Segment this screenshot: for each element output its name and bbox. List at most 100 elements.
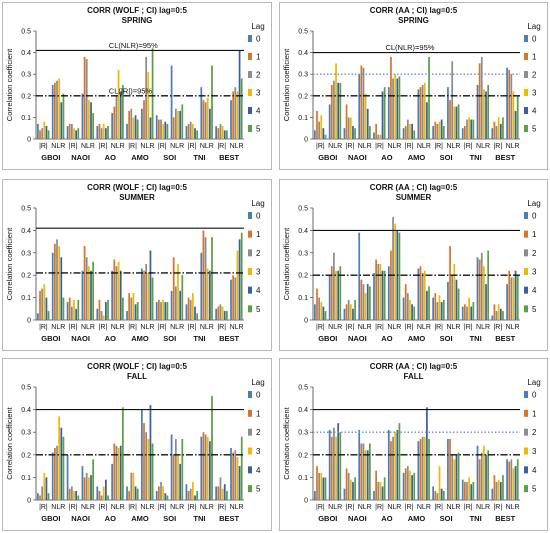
chart-title: CORR (WOLF ; CI) lag=0:5 bbox=[87, 183, 187, 192]
bar-lag-3-cat-13 bbox=[512, 277, 515, 320]
group-label: NAOI bbox=[71, 334, 90, 343]
bar-lag-5-cat-2 bbox=[354, 477, 356, 500]
x-tick-label: NLR bbox=[111, 324, 125, 331]
legend-swatch bbox=[248, 249, 252, 257]
bar-lag-5-cat-11 bbox=[211, 396, 213, 500]
bar-lag-4-cat-8 bbox=[440, 119, 443, 139]
bar-lag-2-cat-11 bbox=[204, 434, 207, 500]
bar-lag-0-cat-0 bbox=[314, 490, 316, 500]
bar-lag-4-cat-0 bbox=[322, 306, 325, 320]
x-tick-label: |R| bbox=[346, 143, 355, 150]
bar-lag-1-cat-3 bbox=[360, 443, 363, 500]
bar-lag-3-cat-5 bbox=[117, 261, 120, 320]
bar-lag-2-cat-0 bbox=[318, 121, 320, 139]
bar-lag-1-cat-6 bbox=[128, 293, 131, 320]
bar-lag-5-cat-0 bbox=[324, 134, 327, 139]
bar-lag-2-cat-13 bbox=[510, 74, 513, 139]
bar-lag-5-cat-1 bbox=[62, 93, 65, 139]
y-tick-label: 0.4 bbox=[21, 407, 31, 414]
legend-label: 5 bbox=[532, 125, 537, 134]
bar-lag-1-cat-0 bbox=[316, 288, 318, 320]
bar-lag-2-cat-12 bbox=[219, 123, 222, 139]
x-tick-label: |R| bbox=[493, 143, 502, 150]
legend-swatch bbox=[524, 391, 528, 398]
legend-label: 4 bbox=[256, 107, 261, 116]
bar-lag-5-cat-2 bbox=[77, 299, 80, 320]
bar-lag-0-cat-0 bbox=[314, 304, 316, 320]
bar-lag-0-cat-3 bbox=[81, 93, 84, 139]
bar-lag-1-cat-6 bbox=[128, 490, 131, 500]
bar-lag-3-cat-7 bbox=[147, 272, 150, 320]
bar-lag-4-cat-9 bbox=[455, 279, 458, 320]
bar-lag-5-cat-7 bbox=[151, 443, 154, 500]
group-label: BEST bbox=[495, 334, 515, 343]
bar-lag-5-cat-13 bbox=[516, 459, 519, 500]
bar-lag-1-cat-7 bbox=[143, 100, 145, 139]
bar-lag-0-cat-8 bbox=[155, 490, 158, 500]
bar-lag-3-cat-13 bbox=[236, 457, 239, 500]
legend-label: 1 bbox=[532, 230, 537, 239]
bar-lag-4-cat-6 bbox=[411, 123, 413, 139]
legend-swatch bbox=[248, 71, 252, 78]
group-label: AMO bbox=[408, 514, 426, 523]
bar-lag-3-cat-7 bbox=[147, 72, 150, 139]
bar-lag-2-cat-12 bbox=[219, 304, 222, 320]
bar-lag-1-cat-8 bbox=[158, 486, 160, 500]
y-tick-label: 0.3 bbox=[21, 72, 31, 79]
bar-lag-4-cat-10 bbox=[194, 306, 196, 320]
bar-lag-0-cat-0 bbox=[37, 313, 39, 320]
bar-lag-0-cat-5 bbox=[387, 429, 390, 500]
x-tick-label: NLR bbox=[81, 504, 95, 511]
bar-lag-5-cat-1 bbox=[62, 436, 65, 500]
bar-lag-0-cat-11 bbox=[476, 257, 479, 320]
group-label: GBOI bbox=[41, 334, 60, 343]
bar-lag-0-cat-7 bbox=[141, 268, 143, 320]
bar-lag-0-cat-10 bbox=[185, 484, 188, 500]
bar-lag-0-cat-9 bbox=[170, 65, 173, 139]
bar-lag-5-cat-9 bbox=[181, 104, 184, 139]
legend-label: 4 bbox=[532, 466, 537, 475]
bar-lag-3-cat-9 bbox=[177, 454, 179, 500]
y-tick-label: 0.5 bbox=[21, 385, 31, 392]
y-tick-label: 0 bbox=[304, 137, 308, 144]
bar-lag-0-cat-12 bbox=[491, 488, 494, 500]
bar-lag-4-cat-12 bbox=[499, 481, 502, 500]
bar-lag-0-cat-2 bbox=[343, 488, 346, 500]
bar-lag-4-cat-10 bbox=[194, 495, 196, 500]
bar-lag-1-cat-13 bbox=[232, 275, 235, 320]
bar-lag-5-cat-9 bbox=[457, 452, 460, 500]
x-tick-label: NLR bbox=[51, 324, 65, 331]
bar-lag-2-cat-8 bbox=[436, 302, 439, 320]
bar-lag-2-cat-7 bbox=[421, 85, 424, 139]
x-tick-label: NLR bbox=[81, 324, 95, 331]
bar-lag-0-cat-5 bbox=[387, 266, 390, 320]
bar-lag-0-cat-10 bbox=[461, 306, 464, 320]
bar-lag-0-cat-5 bbox=[111, 113, 114, 139]
bar-lag-4-cat-4 bbox=[105, 128, 107, 139]
bar-lag-3-cat-9 bbox=[453, 264, 456, 320]
legend-label: 3 bbox=[532, 89, 537, 98]
bar-lag-1-cat-2 bbox=[345, 304, 348, 320]
chart-subtitle: FALL bbox=[404, 372, 424, 381]
bar-lag-2-cat-13 bbox=[510, 277, 513, 320]
x-tick-label: |R| bbox=[158, 143, 167, 150]
legend-swatch bbox=[248, 286, 252, 294]
x-tick-label: NLR bbox=[387, 324, 401, 331]
y-tick-label: 0.5 bbox=[21, 206, 31, 213]
x-tick-label: NLR bbox=[328, 143, 342, 150]
bar-lag-2-cat-4 bbox=[100, 495, 103, 500]
bar-lag-2-cat-2 bbox=[71, 306, 73, 320]
x-tick-label: NLR bbox=[446, 143, 460, 150]
x-tick-label: NLR bbox=[81, 143, 95, 150]
legend-label: 0 bbox=[256, 391, 261, 400]
bar-lag-4-cat-10 bbox=[470, 306, 473, 320]
bar-lag-1-cat-6 bbox=[128, 110, 131, 139]
legend-swatch bbox=[524, 447, 528, 455]
legend-swatch bbox=[248, 428, 252, 436]
bar-lag-3-cat-4 bbox=[379, 134, 382, 139]
bar-lag-0-cat-6 bbox=[402, 128, 405, 139]
y-tick-label: 0 bbox=[27, 498, 31, 505]
bar-lag-3-cat-1 bbox=[335, 270, 337, 320]
bar-lag-2-cat-9 bbox=[175, 286, 177, 320]
bar-lag-1-cat-6 bbox=[404, 284, 407, 320]
